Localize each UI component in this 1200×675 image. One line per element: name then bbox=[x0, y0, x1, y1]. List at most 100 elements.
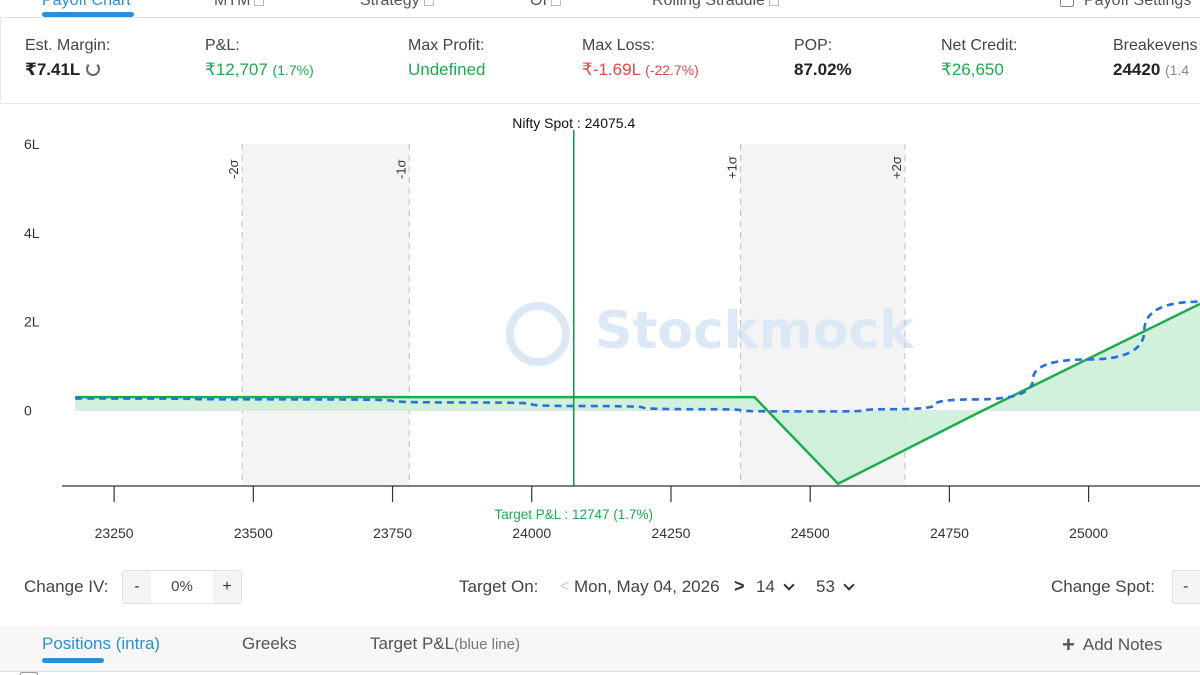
tab-target-pnl-note: (blue line) bbox=[454, 636, 520, 653]
metric-est-margin: Est. Margin: ₹7.41L bbox=[25, 37, 110, 80]
max-loss-percent: (-22.7%) bbox=[645, 62, 699, 78]
target-date[interactable]: Mon, May 04, 2026 bbox=[574, 577, 720, 596]
pnl-percent: (1.7%) bbox=[272, 62, 314, 78]
external-icon bbox=[423, 0, 434, 6]
metrics-divider bbox=[0, 103, 1200, 104]
minute-select[interactable]: 53 bbox=[816, 577, 855, 597]
pnl-label: P&L: bbox=[205, 37, 240, 54]
prev-date-chevron[interactable]: < bbox=[560, 578, 570, 595]
max-profit-label: Max Profit: bbox=[408, 37, 485, 54]
iv-value[interactable]: 0% bbox=[171, 578, 193, 595]
breakevens-value: 24420 bbox=[1113, 60, 1161, 79]
hour-value: 14 bbox=[756, 577, 775, 596]
profit-area bbox=[767, 303, 1200, 484]
metric-breakevens: Breakevens 24420 (1.4 bbox=[1113, 37, 1198, 80]
target-pnl-line bbox=[75, 300, 1200, 413]
tab-mtm[interactable]: MTM bbox=[214, 0, 265, 10]
metric-pop: POP: 87.02% bbox=[794, 37, 852, 80]
add-notes-button[interactable]: + Add Notes bbox=[1062, 632, 1162, 658]
table-header-line bbox=[0, 671, 1200, 675]
tab-strategy-label: Strategy bbox=[360, 0, 420, 9]
plus-icon: + bbox=[1062, 632, 1075, 657]
tab-mtm-label: MTM bbox=[214, 0, 251, 9]
tab-rolling-straddle-label: Rolling Straddle bbox=[652, 0, 765, 9]
metric-pnl: P&L: ₹12,707 (1.7%) bbox=[205, 37, 314, 80]
sigma-label: +2σ bbox=[889, 156, 904, 179]
controls-row: Change IV: - 0% + Target On: < Mon, May … bbox=[0, 568, 1200, 608]
x-tick-label: 24500 bbox=[791, 525, 830, 541]
active-bottom-tab-indicator bbox=[42, 658, 104, 663]
sigma-label: +1σ bbox=[725, 156, 740, 179]
tab-oi-label: OI bbox=[530, 0, 547, 9]
bottom-tab-bar: Positions (intra) Greeks Target P&L(blue… bbox=[0, 626, 1200, 675]
chevron-down-icon bbox=[843, 579, 855, 591]
watermark-text: Stockmock bbox=[595, 301, 915, 361]
tab-positions[interactable]: Positions (intra) bbox=[42, 634, 161, 653]
y-tick-label: 2L bbox=[24, 314, 40, 330]
watermark-logo-icon bbox=[506, 302, 570, 366]
tab-oi[interactable]: OI bbox=[530, 0, 561, 10]
select-all-checkbox[interactable] bbox=[20, 672, 38, 675]
sigma-label: -2σ bbox=[226, 159, 241, 179]
x-tick-label: 23750 bbox=[373, 525, 412, 541]
pnl-value: ₹12,707 bbox=[205, 60, 268, 79]
metrics-bar: Est. Margin: ₹7.41L P&L: ₹12,707 (1.7%) … bbox=[0, 18, 1200, 102]
spot-label: Nifty Spot : 24075.4 bbox=[512, 115, 635, 131]
next-date-chevron[interactable]: > bbox=[734, 576, 745, 596]
payoff-settings-label[interactable]: Payoff Settings bbox=[1084, 0, 1192, 9]
active-tab-indicator bbox=[42, 12, 134, 17]
pop-value: 87.02% bbox=[794, 60, 852, 79]
external-icon bbox=[768, 0, 779, 6]
external-icon bbox=[550, 0, 561, 6]
target-pnl-label: Target P&L : 12747 (1.7%) bbox=[494, 507, 653, 522]
tab-greeks[interactable]: Greeks bbox=[242, 634, 297, 653]
refresh-icon[interactable] bbox=[86, 62, 101, 76]
payoff-expiry-line bbox=[75, 395, 769, 412]
max-loss-label: Max Loss: bbox=[582, 37, 655, 54]
add-notes-label: Add Notes bbox=[1082, 635, 1163, 654]
est-margin-value: ₹7.41L bbox=[25, 60, 81, 79]
x-tick-label: 24250 bbox=[652, 525, 691, 541]
tab-strategy[interactable]: Strategy bbox=[360, 0, 434, 10]
target-on-label: Target On: bbox=[459, 577, 539, 596]
chevron-down-icon bbox=[783, 579, 795, 591]
tab-target-pnl-label: Target P&L bbox=[370, 634, 455, 653]
x-tick-label: 23500 bbox=[234, 525, 273, 541]
hour-select[interactable]: 14 bbox=[756, 577, 795, 597]
x-tick-label: 25000 bbox=[1069, 525, 1108, 541]
pop-label: POP: bbox=[794, 37, 833, 54]
tab-payoff-chart[interactable]: Payoff Chart bbox=[42, 0, 131, 9]
metric-net-credit: Net Credit: ₹26,650 bbox=[941, 37, 1017, 80]
metric-max-profit: Max Profit: Undefined bbox=[408, 37, 486, 80]
tab-rolling-straddle[interactable]: Rolling Straddle bbox=[652, 0, 779, 10]
spot-decrease-button[interactable]: - bbox=[1172, 570, 1200, 604]
y-tick-label: 0 bbox=[24, 402, 32, 418]
breakevens-label: Breakevens bbox=[1113, 37, 1198, 54]
tab-target-pnl[interactable]: Target P&L(blue line) bbox=[370, 634, 520, 654]
metric-max-loss: Max Loss: ₹-1.69L (-22.7%) bbox=[582, 37, 699, 80]
net-credit-value: ₹26,650 bbox=[941, 60, 1004, 79]
y-tick-label: 6L bbox=[24, 136, 40, 152]
max-loss-value: ₹-1.69L bbox=[582, 60, 641, 79]
x-tick-label: 24750 bbox=[930, 525, 969, 541]
external-icon bbox=[254, 0, 265, 6]
payoff-expiry-line bbox=[766, 302, 1200, 486]
x-tick-label: 23250 bbox=[95, 525, 134, 541]
y-tick-label: 4L bbox=[24, 225, 40, 241]
iv-stepper: - 0% + bbox=[122, 570, 242, 604]
est-margin-label: Est. Margin: bbox=[25, 37, 111, 54]
max-profit-value: Undefined bbox=[408, 60, 486, 79]
breakevens-percent: (1.4 bbox=[1165, 62, 1190, 78]
sigma-band-lower bbox=[242, 144, 410, 486]
iv-increase-button[interactable]: + bbox=[213, 571, 241, 603]
minute-value: 53 bbox=[816, 577, 835, 596]
x-tick-label: 24000 bbox=[512, 525, 551, 541]
change-iv-label: Change IV: bbox=[24, 577, 109, 596]
sigma-label: -1σ bbox=[393, 159, 408, 179]
change-spot-label: Change Spot: bbox=[1051, 577, 1155, 596]
net-credit-label: Net Credit: bbox=[941, 37, 1018, 54]
payoff-chart[interactable]: Stockmock -2σ -1σ +1σ +2σ 0 2L 4L 6L Nifty Spot :… bbox=[0, 104, 1200, 564]
payoff-settings-checkbox[interactable] bbox=[1060, 0, 1074, 7]
top-tab-strip: Payoff Chart MTM Strategy OI Rolling Str… bbox=[0, 0, 1200, 18]
iv-decrease-button[interactable]: - bbox=[123, 571, 151, 603]
